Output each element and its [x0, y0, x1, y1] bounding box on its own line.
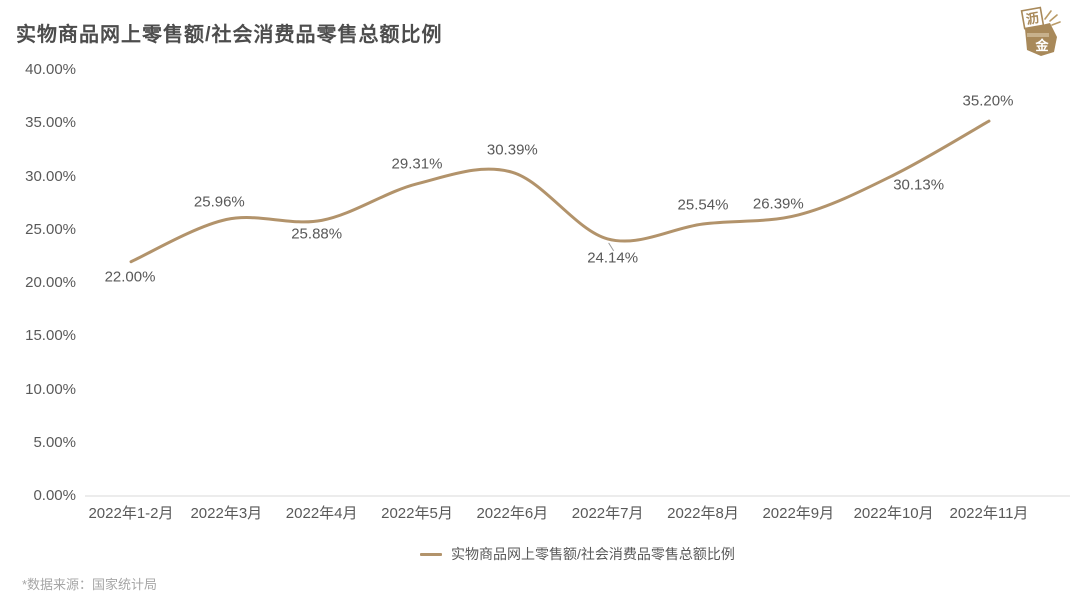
x-axis-category-label: 2022年1-2月 — [88, 505, 174, 522]
svg-text:沥: 沥 — [1025, 10, 1040, 27]
brand-logo: 沥 金 — [1014, 6, 1066, 58]
legend: 实物商品网上零售额/社会消费品零售总额比例 — [85, 544, 1070, 564]
x-axis-category-label: 2022年5月 — [381, 505, 453, 522]
y-axis-tick-label: 35.00% — [25, 114, 76, 132]
data-point-label: 25.88% — [291, 225, 343, 243]
data-point-label: 26.39% — [752, 195, 804, 213]
data-point-label: 29.31% — [391, 155, 443, 173]
x-axis-category-label: 2022年7月 — [571, 505, 644, 522]
data-point-label: 30.13% — [893, 176, 945, 194]
legend-line-swatch — [420, 552, 443, 556]
logo-shield-shape — [1025, 23, 1057, 56]
logo-spark-icon — [1044, 10, 1061, 26]
x-axis-category-label: 2022年10月 — [853, 505, 934, 522]
x-axis-category-label: 2022年9月 — [762, 505, 835, 522]
y-axis-tick-label: 15.00% — [25, 327, 76, 345]
x-axis-category-label: 2022年4月 — [285, 505, 358, 522]
logo-square: 沥 — [1020, 6, 1045, 30]
chart-title: 实物商品网上零售额/社会消费品零售总额比例 — [16, 24, 443, 46]
svg-text:金: 金 — [1034, 38, 1049, 53]
brand-logo-graphic: 沥 金 — [1020, 6, 1061, 56]
x-axis-category-label: 2022年8月 — [667, 505, 739, 522]
x-axis-category-label: 2022年3月 — [190, 505, 263, 522]
y-axis-tick-label: 30.00% — [25, 167, 76, 185]
data-point-label: 22.00% — [104, 268, 156, 286]
x-axis-category-label: 2022年11月 — [949, 505, 1029, 522]
y-axis-tick-label: 5.00% — [33, 433, 76, 451]
y-axis-tick-label: 0.00% — [33, 487, 76, 504]
y-axis-tick-label: 10.00% — [25, 380, 76, 398]
legend-label: 实物商品网上零售额/社会消费品零售总额比例 — [451, 546, 735, 562]
y-axis-tick-label: 25.00% — [25, 220, 76, 238]
data-point-label: 30.39% — [486, 141, 538, 159]
y-axis-tick-label: 20.00% — [25, 274, 76, 291]
logo-band — [1027, 33, 1049, 37]
y-axis-tick-label: 40.00% — [25, 61, 76, 78]
x-axis-category-label: 2022年6月 — [476, 505, 549, 522]
data-point-label: 25.54% — [677, 196, 729, 214]
label-leader-line — [608, 242, 615, 252]
data-point-label: 25.96% — [193, 193, 245, 211]
data-source-note: *数据来源：国家统计局 — [22, 577, 158, 592]
data-point-label: 35.20% — [962, 92, 1014, 110]
series-line — [129, 119, 991, 264]
data-point-label: 24.14% — [587, 249, 639, 267]
